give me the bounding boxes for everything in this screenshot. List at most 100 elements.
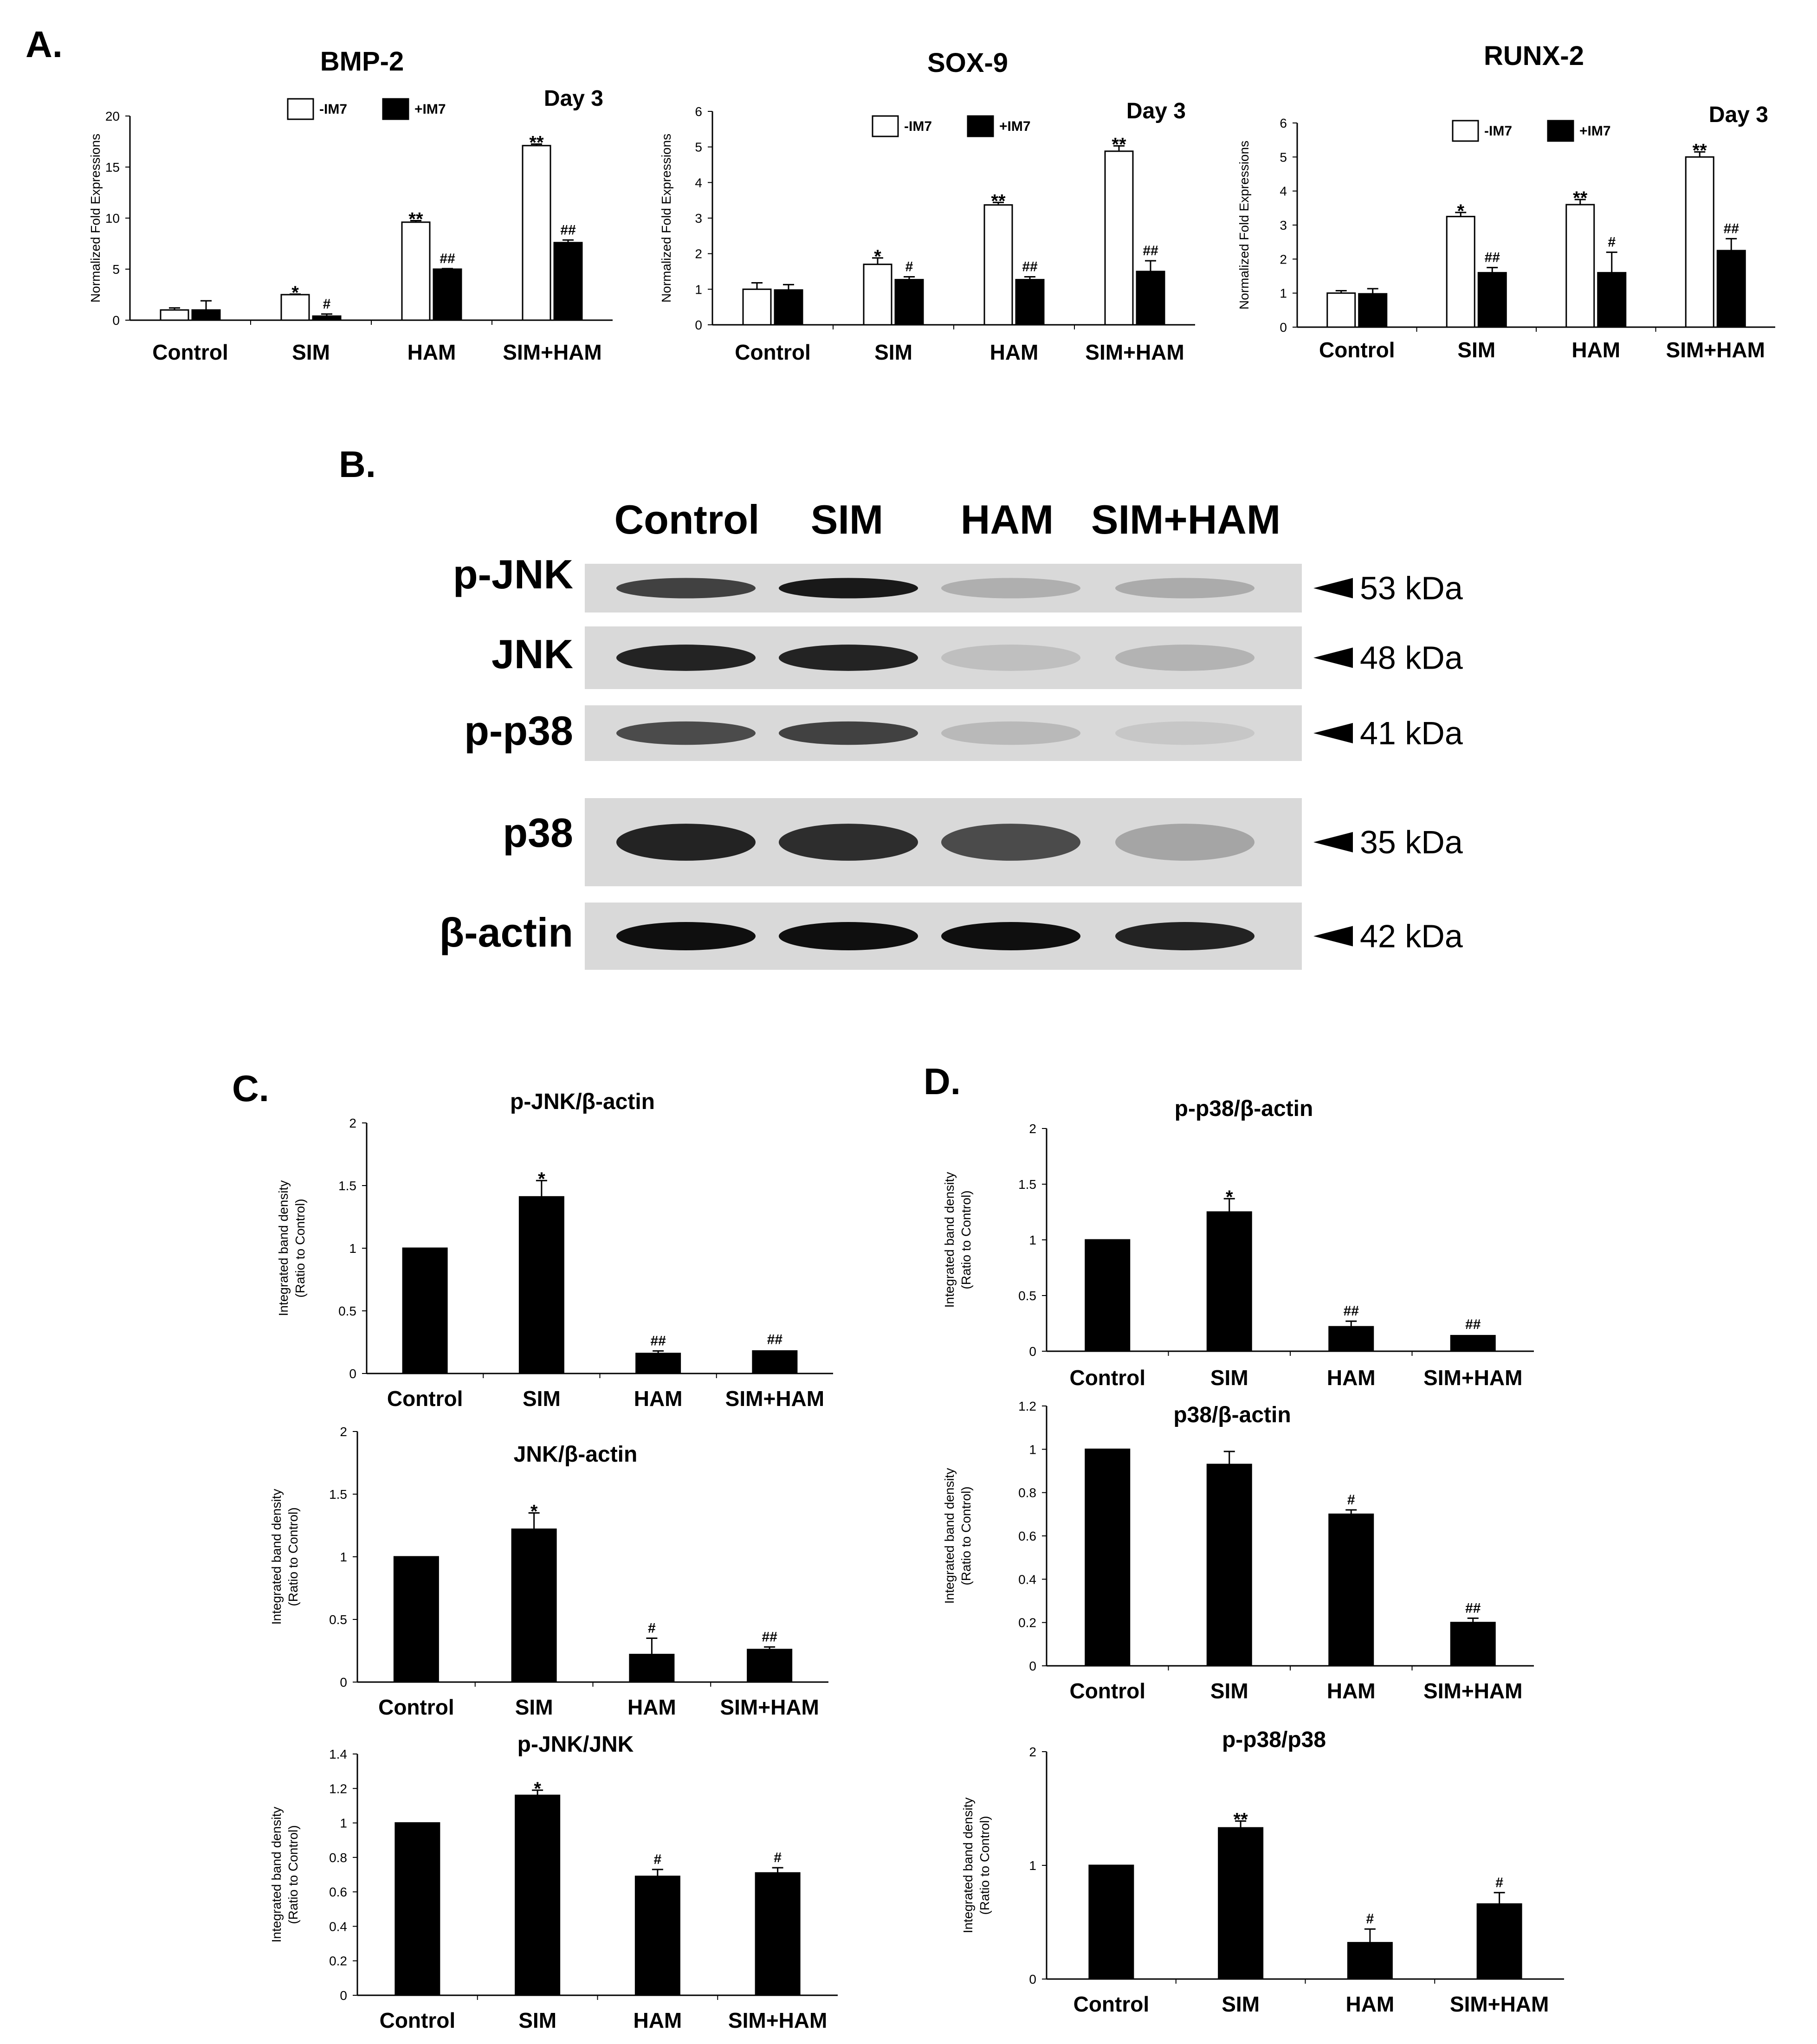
bar (1450, 1335, 1496, 1352)
y-tick-label: 1 (1280, 286, 1287, 301)
y-axis-label-2: (Ratio to Control) (977, 1816, 992, 1915)
category-label: SIM+HAM (720, 1695, 819, 1719)
blot-band (616, 578, 756, 599)
bar (1328, 1513, 1374, 1667)
legend-swatch (287, 98, 314, 120)
y-tick-label: 0 (1029, 1344, 1036, 1359)
y-tick-label: 5 (695, 140, 702, 155)
blot-row: β-actin 42 kDa (440, 903, 1463, 970)
significance-label: ## (762, 1629, 777, 1644)
y-axis-label-2: (Ratio to Control) (959, 1486, 973, 1585)
significance-label: ## (1143, 243, 1158, 258)
blot-band (779, 645, 918, 671)
legend-label: -IM7 (1484, 123, 1512, 139)
row-label: p-JNK (453, 551, 573, 597)
arrowhead-icon (1313, 832, 1353, 852)
blot-band (941, 645, 1080, 671)
significance-label: ** (1234, 1809, 1248, 1830)
category-label: SIM+HAM (728, 2008, 827, 2032)
category-label: SIM+HAM (1085, 340, 1184, 364)
panel-label-b: B. (339, 444, 376, 485)
blot-row: JNK 48 kDa (491, 626, 1463, 689)
chart-pjnk_jnk: p-JNK/JNK 0 0.2 0.4 0.6 0.8 1 1.2 1.4 Integrated … (269, 1732, 838, 2032)
blot-band (941, 824, 1080, 861)
blot-band (779, 721, 918, 745)
bar (1685, 156, 1714, 328)
y-axis-label-2: (Ratio to Control) (293, 1199, 307, 1297)
category-label: SIM (523, 1386, 561, 1411)
significance-label: ** (1112, 134, 1126, 155)
significance-label: ## (560, 222, 576, 238)
significance-label: ## (1485, 250, 1500, 265)
y-tick-label: 1.4 (329, 1747, 347, 1761)
category-label: SIM+HAM (1423, 1366, 1522, 1390)
lane-label: SIM+HAM (1091, 496, 1280, 542)
chart-pjnk_actin: p-JNK/β-actin 0 0.5 1 1.5 2 Integrated band de… (276, 1090, 833, 1411)
bar (402, 1247, 448, 1374)
category-label: HAM (1327, 1366, 1376, 1390)
chart-pp38_p38: p-p38/p38 0 1 2 Integrated band density (Rati… (961, 1728, 1564, 2016)
bar (511, 1528, 557, 1683)
day-annotation: Day 3 (1709, 103, 1768, 127)
y-axis-label: Normalized Fold Expressions (659, 134, 673, 303)
bar (401, 221, 431, 321)
chart-title: p-p38/β-actin (1175, 1096, 1313, 1121)
lane-label: HAM (961, 496, 1054, 542)
blot-band (616, 645, 756, 671)
significance-label: ## (1022, 259, 1038, 275)
bar (863, 264, 892, 326)
significance-label: # (1495, 1875, 1503, 1890)
blot-band (616, 824, 756, 861)
y-tick-label: 1 (1029, 1233, 1036, 1247)
legend-swatch (967, 115, 994, 137)
significance-label: * (291, 283, 299, 303)
category-label: Control (735, 340, 811, 364)
significance-label: * (1226, 1187, 1233, 1207)
category-label: Control (378, 1695, 454, 1719)
y-tick-label: 2 (1029, 1745, 1036, 1759)
row-label: p-p38 (464, 708, 573, 754)
significance-label: ## (440, 251, 455, 266)
blot-row: p-JNK 53 kDa (453, 551, 1463, 613)
y-axis-label: Integrated band density (942, 1172, 957, 1308)
blot-band (941, 721, 1080, 745)
category-label: Control (1319, 338, 1395, 362)
category-label: SIM (1210, 1366, 1248, 1390)
category-label: SIM (518, 2008, 556, 2032)
significance-label: * (874, 246, 881, 267)
row-label: p38 (503, 810, 573, 856)
y-axis-label: Integrated band density (961, 1798, 975, 1934)
y-tick-label: 15 (105, 160, 120, 174)
category-label: SIM+HAM (1450, 1992, 1549, 2016)
y-tick-label: 0.6 (329, 1885, 347, 1899)
y-tick-label: 0.2 (1018, 1616, 1036, 1630)
blot-band (616, 922, 756, 950)
y-axis-label: Integrated band density (276, 1180, 291, 1316)
y-tick-label: 1 (340, 1550, 347, 1564)
bar (894, 279, 924, 326)
bar (752, 1350, 798, 1374)
y-axis-label: Integrated band density (269, 1807, 284, 1943)
category-label: SIM+HAM (503, 340, 601, 364)
y-tick-label: 0 (340, 1675, 347, 1689)
category-label: SIM (1210, 1679, 1248, 1703)
bar (553, 242, 583, 321)
chart-title: RUNX-2 (1484, 41, 1584, 71)
panel-label-d: D. (924, 1061, 961, 1102)
category-label: SIM+HAM (1666, 338, 1765, 362)
significance-label: # (1347, 1492, 1355, 1508)
y-tick-label: 1 (1029, 1442, 1036, 1457)
y-tick-label: 0.4 (329, 1919, 347, 1934)
y-axis-label-2: (Ratio to Control) (959, 1190, 973, 1289)
chart-title: p38/β-actin (1173, 1403, 1291, 1427)
category-label: HAM (633, 2008, 682, 2032)
chart-jnk_actin: JNK/β-actin 0 0.5 1 1.5 2 Integrated band dens… (269, 1425, 828, 1719)
chart-title: SOX-9 (927, 48, 1008, 78)
category-label: SIM (292, 340, 330, 364)
lane-label: SIM (811, 496, 883, 542)
kda-label: 53 kDa (1360, 570, 1463, 606)
category-label: Control (1069, 1679, 1145, 1703)
significance-label: ## (767, 1332, 783, 1348)
bar (1477, 272, 1507, 328)
